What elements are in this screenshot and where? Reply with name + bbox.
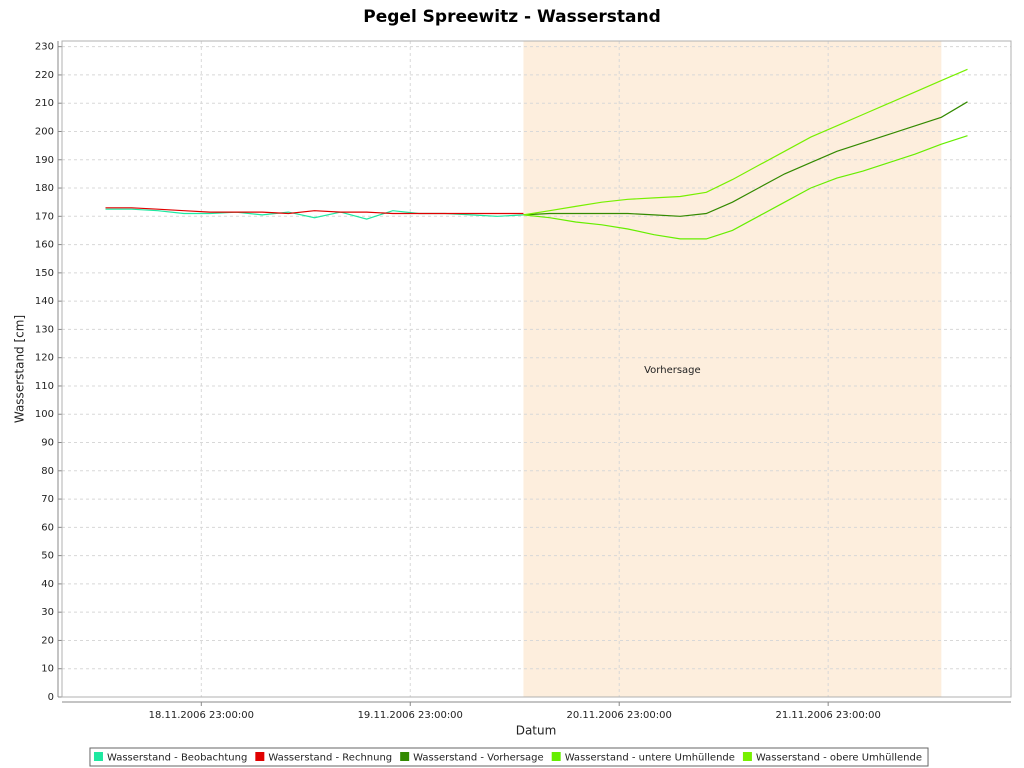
y-tick-label: 60 [41, 522, 54, 533]
y-tick-label: 230 [35, 42, 54, 53]
forecast-region [523, 41, 942, 697]
series-line [523, 135, 968, 240]
legend-label: Wasserstand - obere Umhüllende [756, 753, 922, 764]
legend-swatch [400, 752, 410, 761]
y-tick-label: 10 [41, 664, 54, 675]
y-axis-label: Wasserstand [cm] [13, 315, 27, 423]
legend-label: Wasserstand - untere Umhüllende [565, 753, 735, 764]
y-tick-label: 50 [41, 551, 54, 562]
legend-box [89, 747, 929, 767]
y-tick-label: 30 [41, 607, 54, 618]
y-tick-label: 90 [41, 438, 54, 449]
y-tick-label: 40 [41, 579, 54, 590]
x-axis-label: Datum [516, 724, 557, 738]
y-tick-label: 180 [35, 183, 54, 194]
y-tick-label: 70 [41, 494, 54, 505]
series-line [523, 101, 968, 217]
legend: Wasserstand - Beobachtung Wasserstand - R… [89, 747, 929, 767]
y-tick-label: 120 [35, 353, 54, 364]
legend-swatch [551, 752, 561, 761]
x-tick-label: 18.11.2006 23:00:00 [149, 710, 254, 721]
legend-swatch [742, 752, 752, 761]
y-tick-label: 130 [35, 324, 54, 335]
legend-swatch [255, 752, 265, 761]
x-tick-label: 19.11.2006 23:00:00 [358, 710, 463, 721]
y-tick-label: 190 [35, 155, 54, 166]
x-tick-label: 20.11.2006 23:00:00 [567, 710, 672, 721]
y-tick-label: 140 [35, 296, 54, 307]
legend-label: Wasserstand - Rechnung [268, 753, 392, 764]
chart-title: Pegel Spreewitz - Wasserstand [363, 7, 661, 27]
y-tick-label: 220 [35, 70, 54, 81]
plot-frame [61, 40, 1012, 698]
y-tick-label: 170 [35, 211, 54, 222]
y-tick-label: 0 [48, 692, 54, 703]
y-tick-label: 200 [35, 126, 54, 137]
y-tick-label: 110 [35, 381, 54, 392]
y-tick-label: 210 [35, 98, 54, 109]
series-line [523, 68, 968, 216]
y-tick-label: 160 [35, 240, 54, 251]
x-tick-label: 21.11.2006 23:00:00 [775, 710, 880, 721]
legend-label: Wasserstand - Beobachtung [107, 753, 247, 764]
region-label: Vorhersage [644, 365, 701, 376]
series-line [105, 207, 524, 215]
legend-swatch [93, 752, 103, 761]
legend-label: Wasserstand - Vorhersage [413, 753, 544, 764]
y-tick-label: 80 [41, 466, 54, 477]
y-tick-label: 150 [35, 268, 54, 279]
y-tick-label: 100 [35, 409, 54, 420]
y-tick-label: 20 [41, 635, 54, 646]
